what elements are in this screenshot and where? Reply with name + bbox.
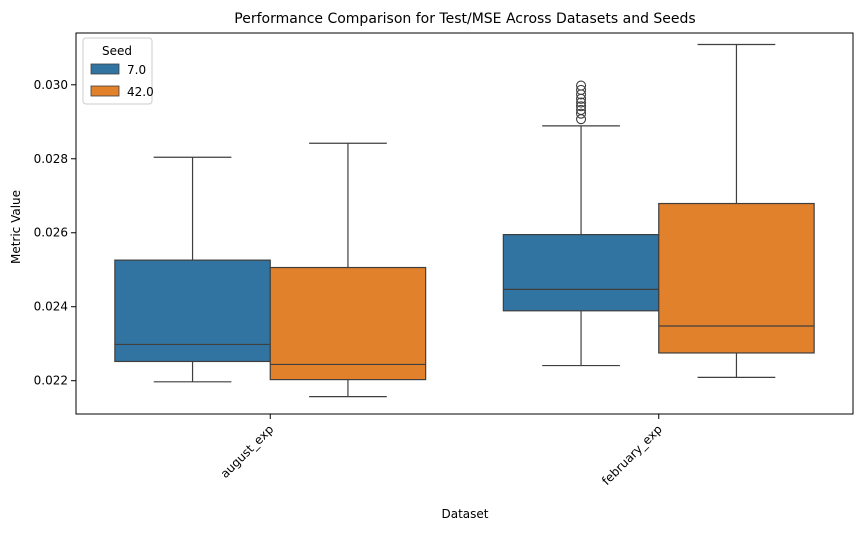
y-axis-label: Metric Value	[9, 190, 23, 264]
box-42.0-february_exp	[658, 43, 815, 378]
box-iqr	[658, 202, 815, 354]
legend-title: Seed	[102, 44, 132, 58]
box-iqr	[114, 259, 271, 363]
x-tick-label: august_exp	[218, 422, 277, 481]
boxes	[114, 43, 815, 398]
y-tick-label: 0.024	[34, 300, 68, 314]
legend-swatch-series-2	[90, 85, 120, 97]
outlier-point	[575, 108, 587, 119]
box-7.0-february_exp	[502, 80, 660, 367]
legend-label-series-2: 42.0	[127, 85, 154, 99]
y-tick-label: 0.026	[34, 226, 68, 240]
outlier-point	[575, 84, 587, 96]
box-iqr	[502, 233, 660, 312]
x-tick-label: february_exp	[599, 422, 665, 488]
outlier-point	[575, 80, 587, 91]
outlier-point	[575, 104, 587, 115]
legend: Seed 7.0 42.0	[82, 37, 154, 105]
y-tick-label: 0.030	[34, 78, 68, 92]
outlier-point	[575, 97, 587, 108]
legend-swatch-series-1	[90, 63, 120, 75]
box-42.0-august_exp	[269, 142, 427, 398]
box-7.0-august_exp	[114, 156, 271, 383]
outlier-point	[575, 101, 587, 112]
y-tick-label: 0.022	[34, 374, 68, 388]
y-tick-label: 0.028	[34, 152, 68, 166]
box-iqr	[269, 266, 427, 381]
x-axis-label: Dataset	[442, 507, 489, 521]
axes-frame	[75, 32, 854, 415]
legend-label-series-1: 7.0	[127, 63, 146, 77]
chart-title: Performance Comparison for Test/MSE Acro…	[234, 11, 695, 27]
